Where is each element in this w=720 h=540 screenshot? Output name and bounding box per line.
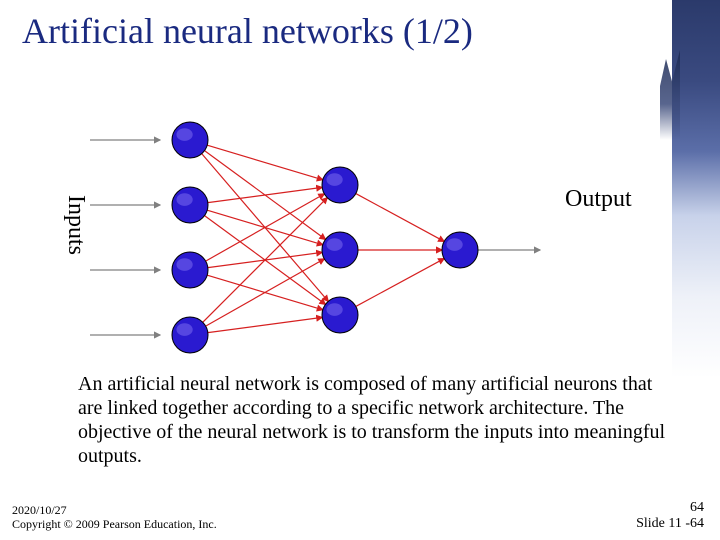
neural-network-diagram xyxy=(60,100,620,360)
footer-date: 2020/10/27 xyxy=(12,504,217,518)
footer-copyright: Copyright © 2009 Pearson Education, Inc. xyxy=(12,518,217,532)
slide-title: Artificial neural networks (1/2) xyxy=(22,10,473,52)
neural-network-svg xyxy=(60,100,620,360)
output-label: Output xyxy=(565,186,632,213)
footer-slide-number: Slide 11 -64 xyxy=(636,516,704,532)
footer-left: 2020/10/27 Copyright © 2009 Pearson Educ… xyxy=(12,504,217,532)
footer-page-number: 64 xyxy=(636,500,704,516)
background-mountain xyxy=(660,50,680,140)
footer-right: 64 Slide 11 -64 xyxy=(636,500,704,532)
body-paragraph: An artificial neural network is composed… xyxy=(78,372,668,468)
inputs-label: Inputs xyxy=(62,195,89,255)
